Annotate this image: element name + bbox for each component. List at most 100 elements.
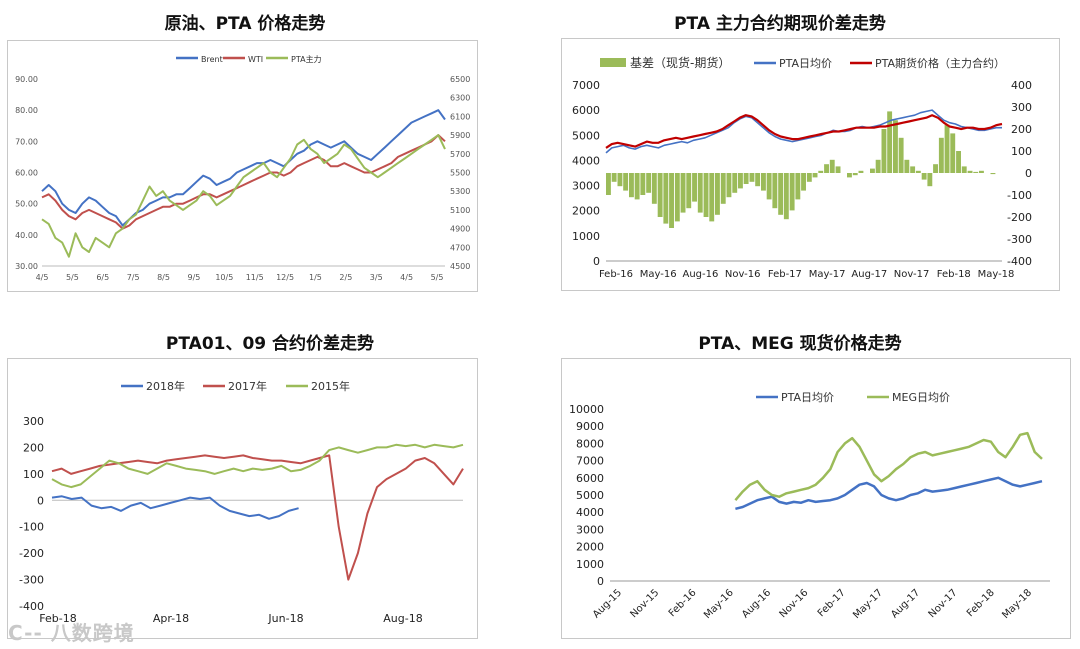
basis-bar [898,137,904,173]
y-tick-label: 200 [23,441,44,454]
x-tick-label: Aug-17 [851,269,887,280]
basis-bar [824,164,829,173]
y-tick-label: -100 [19,521,44,534]
series-line-0 [41,109,446,227]
basis-bar [657,173,663,217]
y-right-tick-label: 5300 [450,187,470,196]
x-tick-label: 4/5 [36,273,49,282]
series-line-2 [41,134,446,258]
y-left-tick-label: 90.00 [15,75,38,84]
y-tick-label: 7000 [576,455,604,468]
y-left-tick-label: 70.00 [15,137,38,146]
basis-bar [818,170,824,173]
basis-bar [623,173,629,191]
x-tick-label: Apr-18 [153,612,189,625]
basis-bar [617,173,623,187]
y-left-tick-label: 0 [593,255,600,268]
chart-spread-svg: -400 -300 -200 -100 0 100 200 300 Feb-18 Apr-18 Ju… [19,379,464,625]
x-tick-label: May-17 [851,587,885,621]
basis-bar [663,173,669,224]
y-left-tick-label: 4000 [572,154,600,167]
basis-bar [709,173,715,222]
basis-bar [651,173,657,204]
chart-panel-pta-meg: 0 1000 2000 3000 4000 5000 6000 7000 8000 9000 100… [561,358,1071,639]
chart-panel-crude-pta: 30.00 40.00 50.00 60.00 70.00 80.00 90.00 4500 4… [7,40,478,292]
legend-basis-label: 基差（现货-期货） [630,55,730,70]
x-tick-label: Feb-16 [599,269,633,280]
basis-bar [956,151,961,173]
y-right-tick-label: 300 [1011,101,1032,114]
chart-title-pta-meg: PTA、MEG 现货价格走势 [698,334,902,354]
legend-item-label: PTA主力 [291,54,322,64]
x-tick-label: 10/5 [215,273,233,282]
basis-bar [858,170,864,173]
basis-bar [852,173,858,176]
y-tick-label: 0 [37,494,44,507]
basis-bar [743,173,749,184]
y-right-tick-label: -200 [1007,211,1032,224]
y-left-tick-label: 40.00 [15,231,38,240]
pta-daily-price-line [605,109,1002,154]
chart-crude-pta-svg: 30.00 40.00 50.00 60.00 70.00 80.00 90.00 4500 4… [15,54,470,282]
basis-bar [829,159,835,173]
basis-bar [749,173,755,182]
price-line-0 [735,476,1043,511]
y-right-tick-label: 5700 [450,150,470,159]
x-tick-label: Nov-16 [778,587,811,620]
y-left-tick-label: 5000 [572,129,600,142]
basis-bar [944,124,950,173]
y-tick-label: 6000 [576,472,604,485]
y-tick-label: -200 [19,547,44,560]
chart-title-spread: PTA01、09 合约价差走势 [165,334,375,354]
basis-bar [910,166,916,173]
basis-bar [812,173,818,178]
basis-bar [634,173,640,200]
y-tick-label: 8000 [576,437,604,450]
x-tick-label: 8/5 [157,273,170,282]
y-left-tick-label: 6000 [572,104,600,117]
basis-bar [732,173,738,193]
basis-bar [738,173,743,189]
watermark-logo: C-- 八数跨境 [8,621,135,645]
basis-bar [950,133,956,173]
x-tick-label: May-16 [702,587,736,621]
x-tick-label: May-18 [978,269,1015,280]
chart-title-crude-pta: 原油、PTA 价格走势 [164,14,326,34]
x-tick-label: 2/5 [339,273,352,282]
basis-bar [961,166,967,173]
chart-pta-meg-svg: 0 1000 2000 3000 4000 5000 6000 7000 8000 9000 100… [569,391,1050,621]
x-tick-label: Feb-17 [768,269,802,280]
series-line-1 [41,134,446,230]
basis-bar [801,173,806,191]
y-left-tick-label: 60.00 [15,169,38,178]
x-tick-label: Feb-17 [816,587,848,619]
chart-title-basis: PTA 主力合约期现价差走势 [674,14,886,34]
pta-futures-price-line [605,114,1003,149]
basis-bar [726,173,732,198]
x-tick-label: 1/5 [309,273,322,282]
spread-line-1 [51,454,464,581]
basis-bar [761,173,766,191]
y-left-tick-label: 1000 [572,230,600,243]
y-tick-label: 0 [597,575,604,588]
y-right-tick-label: 4900 [450,225,470,234]
legend-pta-daily-label: PTA日均价 [779,57,832,70]
x-tick-label: Aug-17 [889,587,922,620]
x-tick-label: 5/5 [431,273,444,282]
y-right-tick-label: 200 [1011,123,1032,136]
y-right-tick-label: 5500 [450,169,470,178]
y-right-tick-label: -100 [1007,189,1032,202]
y-left-tick-label: 7000 [572,79,600,92]
basis-bar [806,173,812,182]
y-tick-label: 9000 [576,420,604,433]
basis-bar [674,173,680,222]
x-tick-label: Feb-18 [937,269,971,280]
y-right-tick-label: 0 [1025,167,1032,180]
legend-basis-swatch [600,58,626,67]
y-left-tick-label: 30.00 [15,262,38,271]
spread-line-2 [51,443,464,489]
y-left-tick-label: 3000 [572,180,600,193]
basis-bar [606,173,611,195]
basis-bar [938,137,944,173]
x-tick-label: Aug-16 [740,587,773,620]
